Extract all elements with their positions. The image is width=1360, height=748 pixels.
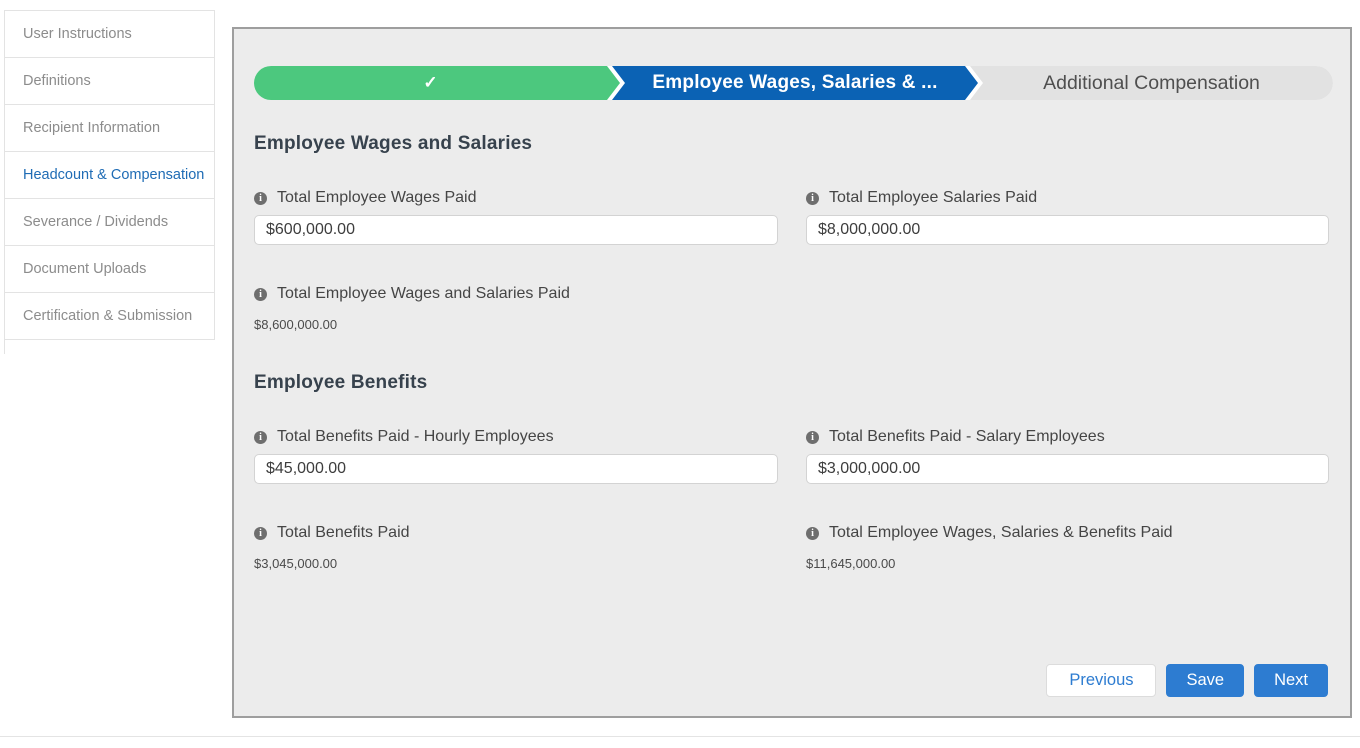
next-button[interactable]: Next xyxy=(1254,664,1328,697)
field-label-benefits-salary: i Total Benefits Paid - Salary Employees xyxy=(806,428,1329,446)
info-icon[interactable]: i xyxy=(254,526,267,540)
sidebar-nav: User Instructions Definitions Recipient … xyxy=(4,10,215,354)
section-heading-wages-salaries: Employee Wages and Salaries xyxy=(254,133,533,154)
sidebar-item-severance-dividends[interactable]: Severance / Dividends xyxy=(4,198,215,246)
step-label: Additional Compensation xyxy=(1043,71,1260,94)
total-label: i Total Benefits Paid xyxy=(254,524,778,542)
sidebar-item-recipient-information[interactable]: Recipient Information xyxy=(4,104,215,152)
field-label-total-wages: i Total Employee Wages Paid xyxy=(254,189,778,207)
sidebar-item-document-uploads[interactable]: Document Uploads xyxy=(4,245,215,293)
step-additional-compensation[interactable]: Additional Compensation xyxy=(970,66,1333,100)
label-text: Total Employee Wages Paid xyxy=(277,189,477,206)
sidebar-item-headcount-compensation[interactable]: Headcount & Compensation xyxy=(4,151,215,199)
label-text: Total Employee Wages and Salaries Paid xyxy=(277,285,570,302)
info-icon[interactable]: i xyxy=(254,430,267,444)
label-text: Total Benefits Paid - Salary Employees xyxy=(829,428,1105,445)
step-label: Employee Wages, Salaries & ... xyxy=(652,72,938,93)
page-bottom-divider xyxy=(0,736,1360,737)
total-label: i Total Employee Wages, Salaries & Benef… xyxy=(806,524,1329,542)
total-employee-wages-paid-input[interactable] xyxy=(254,215,778,245)
total-wages-salaries-benefits-paid: i Total Employee Wages, Salaries & Benef… xyxy=(806,524,1329,571)
sidebar-item-label: Headcount & Compensation xyxy=(23,167,205,183)
sidebar-item-user-instructions[interactable]: User Instructions xyxy=(4,10,215,58)
benefits-fields-row: i Total Benefits Paid - Hourly Employees… xyxy=(254,428,1330,484)
sidebar-tail xyxy=(4,340,215,354)
wages-salaries-fields-row: i Total Employee Wages Paid i Total Empl… xyxy=(254,189,1330,245)
sidebar-item-label: User Instructions xyxy=(23,26,132,42)
wages-salaries-total-row: i Total Employee Wages and Salaries Paid… xyxy=(254,285,1330,332)
total-label: i Total Employee Wages and Salaries Paid xyxy=(254,285,778,303)
field-label-benefits-hourly: i Total Benefits Paid - Hourly Employees xyxy=(254,428,778,446)
step-completed[interactable]: ✓ xyxy=(254,66,620,100)
info-icon[interactable]: i xyxy=(254,287,267,301)
field-group-benefits-salary: i Total Benefits Paid - Salary Employees xyxy=(806,428,1329,484)
section-heading-employee-benefits: Employee Benefits xyxy=(254,372,428,393)
total-benefits-hourly-input[interactable] xyxy=(254,454,778,484)
total-wages-salaries-value: $8,600,000.00 xyxy=(254,317,338,332)
label-text: Total Employee Wages, Salaries & Benefit… xyxy=(829,524,1173,541)
sidebar-item-definitions[interactable]: Definitions xyxy=(4,57,215,105)
field-group-total-wages: i Total Employee Wages Paid xyxy=(254,189,778,245)
total-wages-salaries-benefits-value: $11,645,000.00 xyxy=(806,556,896,571)
save-button[interactable]: Save xyxy=(1166,664,1245,697)
total-benefits-value: $3,045,000.00 xyxy=(254,556,338,571)
button-bar: Previous Save Next xyxy=(1046,664,1328,697)
sidebar-item-label: Certification & Submission xyxy=(23,308,193,324)
total-benefits-salary-input[interactable] xyxy=(806,454,1329,484)
total-benefits-paid: i Total Benefits Paid $3,045,000.00 xyxy=(254,524,778,571)
field-group-benefits-hourly: i Total Benefits Paid - Hourly Employees xyxy=(254,428,778,484)
step-employee-wages-salaries[interactable]: Employee Wages, Salaries & ... xyxy=(612,66,978,100)
total-employee-salaries-paid-input[interactable] xyxy=(806,215,1329,245)
info-icon[interactable]: i xyxy=(806,430,819,444)
total-wages-salaries-paid: i Total Employee Wages and Salaries Paid… xyxy=(254,285,778,332)
check-icon: ✓ xyxy=(423,73,438,92)
sidebar-item-label: Recipient Information xyxy=(23,120,161,136)
previous-button[interactable]: Previous xyxy=(1046,664,1157,697)
wizard-stepper: ✓ Employee Wages, Salaries & ... Additio… xyxy=(254,66,1333,100)
sidebar-item-certification-submission[interactable]: Certification & Submission xyxy=(4,292,215,340)
label-text: Total Employee Salaries Paid xyxy=(829,189,1038,206)
form-panel: ✓ Employee Wages, Salaries & ... Additio… xyxy=(232,27,1352,718)
sidebar-item-label: Definitions xyxy=(23,73,91,89)
label-text: Total Benefits Paid - Hourly Employees xyxy=(277,428,554,445)
sidebar-item-label: Severance / Dividends xyxy=(23,214,169,230)
info-icon[interactable]: i xyxy=(806,526,819,540)
benefits-totals-row: i Total Benefits Paid $3,045,000.00 i To… xyxy=(254,524,1330,571)
label-text: Total Benefits Paid xyxy=(277,524,410,541)
field-label-total-salaries: i Total Employee Salaries Paid xyxy=(806,189,1329,207)
field-group-total-salaries: i Total Employee Salaries Paid xyxy=(806,189,1329,245)
info-icon[interactable]: i xyxy=(806,191,819,205)
sidebar-item-label: Document Uploads xyxy=(23,261,147,277)
info-icon[interactable]: i xyxy=(254,191,267,205)
